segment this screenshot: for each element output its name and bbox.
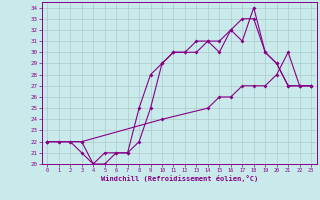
X-axis label: Windchill (Refroidissement éolien,°C): Windchill (Refroidissement éolien,°C) <box>100 175 258 182</box>
